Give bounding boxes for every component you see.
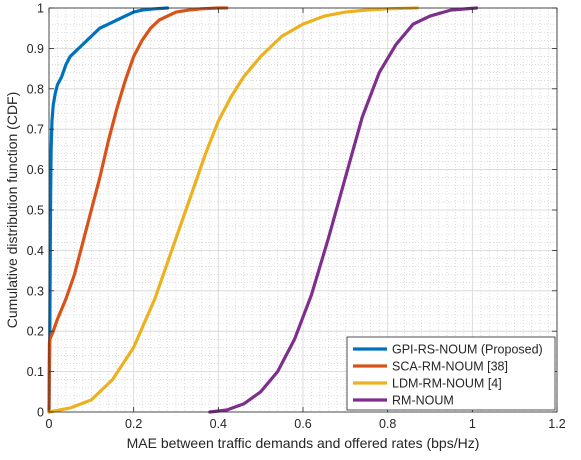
x-axis-label: MAE between traffic demands and offered …	[127, 435, 480, 451]
y-tick-label: 1	[37, 2, 44, 16]
series-layer	[47, 6, 479, 414]
x-tick-label: 1	[469, 417, 476, 431]
series-line-3	[47, 6, 419, 414]
legend-label-2: SCA-RM-NOUM [38]	[392, 360, 508, 374]
series-line-4	[208, 6, 479, 414]
series-line-1	[47, 6, 170, 414]
y-axis-label: Cumulative distribution function (CDF)	[4, 92, 20, 329]
legend-label-3: LDM-RM-NOUM [4]	[392, 377, 502, 391]
y-tick-label: 0.4	[27, 244, 44, 258]
x-tick-label: 0.8	[379, 417, 396, 431]
legend: GPI-RS-NOUM (Proposed) SCA-RM-NOUM [38] LD…	[346, 336, 556, 411]
x-tick-label: 0.4	[210, 417, 227, 431]
legend-label-1: GPI-RS-NOUM (Proposed)	[392, 343, 543, 357]
legend-label-4: RM-NOUM	[392, 394, 454, 408]
y-tick-label: 0.7	[27, 123, 44, 137]
y-tick-label: 0.6	[27, 163, 44, 177]
y-tick-label: 0.9	[27, 42, 44, 56]
axis-ticks: 0 0.2 0.4 0.6 0.8 1 1.2 0 0.1 0.2 0.3 0.4 0.5 0.6 0.7 0…	[27, 2, 566, 432]
y-tick-label: 0.8	[27, 82, 44, 96]
y-tick-label: 0.1	[27, 365, 44, 379]
y-tick-label: 0.5	[27, 204, 44, 218]
x-tick-label: 0.6	[294, 417, 311, 431]
x-tick-label: 0	[46, 417, 53, 431]
x-tick-label: 0.2	[125, 417, 142, 431]
x-tick-label: 1.2	[548, 417, 565, 431]
y-tick-label: 0.2	[27, 325, 44, 339]
y-tick-label: 0	[37, 406, 44, 420]
series-line-2	[47, 6, 229, 414]
y-tick-label: 0.3	[27, 284, 44, 298]
